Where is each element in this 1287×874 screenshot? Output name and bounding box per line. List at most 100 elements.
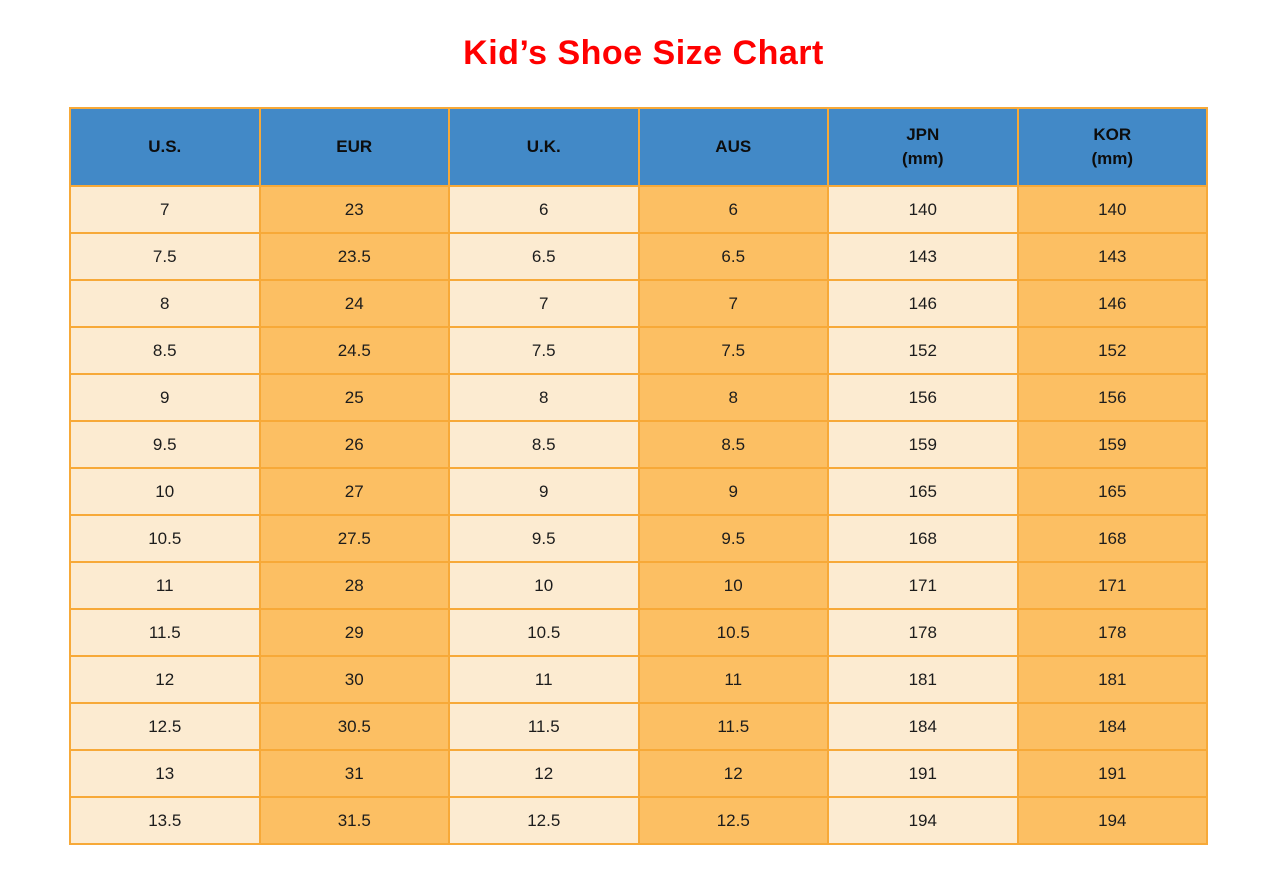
size-cell-kor: 194 [1016, 796, 1208, 845]
size-cell-kor: 168 [1016, 514, 1208, 563]
size-cell-aus: 12 [637, 749, 829, 798]
page-title: Kid’s Shoe Size Chart [463, 34, 824, 72]
size-cell-aus: 9.5 [637, 514, 829, 563]
table-row: 10 27 9 9 165 165 [69, 467, 1208, 516]
size-cell-uk: 7.5 [448, 326, 640, 375]
size-cell-us: 12.5 [69, 702, 261, 751]
size-cell-eur: 27 [258, 467, 450, 516]
column-header-kor: KOR (mm) [1016, 107, 1208, 187]
size-cell-uk: 8 [448, 373, 640, 422]
column-header-aus: AUS [637, 107, 829, 187]
size-cell-kor: 143 [1016, 232, 1208, 281]
size-cell-aus: 6 [637, 185, 829, 234]
size-cell-eur: 26 [258, 420, 450, 469]
size-cell-jpn: 143 [827, 232, 1019, 281]
table-row: 12.5 30.5 11.5 11.5 184 184 [69, 702, 1208, 751]
size-cell-eur: 27.5 [258, 514, 450, 563]
size-cell-kor: 184 [1016, 702, 1208, 751]
column-header-jpn: JPN (mm) [827, 107, 1019, 187]
size-cell-aus: 10 [637, 561, 829, 610]
size-cell-kor: 152 [1016, 326, 1208, 375]
size-cell-uk: 11.5 [448, 702, 640, 751]
table-header-row: U.S. EUR U.K. AUS JPN (mm) KOR (mm) [69, 107, 1208, 187]
size-cell-kor: 171 [1016, 561, 1208, 610]
size-cell-aus: 7 [637, 279, 829, 328]
table-row: 10.5 27.5 9.5 9.5 168 168 [69, 514, 1208, 563]
table-row: 7.5 23.5 6.5 6.5 143 143 [69, 232, 1208, 281]
size-cell-aus: 11 [637, 655, 829, 704]
size-cell-jpn: 156 [827, 373, 1019, 422]
size-cell-eur: 24 [258, 279, 450, 328]
size-cell-jpn: 178 [827, 608, 1019, 657]
table-row: 11.5 29 10.5 10.5 178 178 [69, 608, 1208, 657]
column-header-eur: EUR [258, 107, 450, 187]
size-cell-jpn: 191 [827, 749, 1019, 798]
size-cell-us: 7 [69, 185, 261, 234]
size-cell-us: 12 [69, 655, 261, 704]
size-cell-eur: 23.5 [258, 232, 450, 281]
size-cell-jpn: 181 [827, 655, 1019, 704]
size-cell-jpn: 152 [827, 326, 1019, 375]
shoe-size-table: U.S. EUR U.K. AUS JPN (mm) KOR (mm) 7 23 6 6 140 140… [69, 107, 1208, 845]
column-header-kor-unit: (mm) [1091, 149, 1134, 168]
size-cell-us: 7.5 [69, 232, 261, 281]
size-cell-us: 11.5 [69, 608, 261, 657]
table-row: 9 25 8 8 156 156 [69, 373, 1208, 422]
size-cell-jpn: 184 [827, 702, 1019, 751]
size-cell-uk: 6.5 [448, 232, 640, 281]
size-cell-kor: 191 [1016, 749, 1208, 798]
size-cell-aus: 6.5 [637, 232, 829, 281]
table-row: 7 23 6 6 140 140 [69, 185, 1208, 234]
size-cell-jpn: 171 [827, 561, 1019, 610]
size-cell-aus: 8.5 [637, 420, 829, 469]
size-cell-jpn: 165 [827, 467, 1019, 516]
size-cell-us: 8.5 [69, 326, 261, 375]
size-cell-kor: 156 [1016, 373, 1208, 422]
column-header-jpn-unit: (mm) [901, 149, 944, 168]
size-cell-jpn: 168 [827, 514, 1019, 563]
size-cell-kor: 181 [1016, 655, 1208, 704]
size-cell-uk: 9 [448, 467, 640, 516]
table-row: 13 31 12 12 191 191 [69, 749, 1208, 798]
size-cell-uk: 12 [448, 749, 640, 798]
size-cell-jpn: 159 [827, 420, 1019, 469]
size-cell-eur: 28 [258, 561, 450, 610]
size-cell-kor: 159 [1016, 420, 1208, 469]
size-cell-eur: 29 [258, 608, 450, 657]
table-row: 12 30 11 11 181 181 [69, 655, 1208, 704]
size-cell-kor: 140 [1016, 185, 1208, 234]
size-cell-aus: 11.5 [637, 702, 829, 751]
size-cell-eur: 24.5 [258, 326, 450, 375]
size-cell-eur: 31 [258, 749, 450, 798]
size-cell-eur: 30.5 [258, 702, 450, 751]
size-cell-eur: 23 [258, 185, 450, 234]
size-cell-uk: 12.5 [448, 796, 640, 845]
size-cell-us: 9 [69, 373, 261, 422]
size-cell-eur: 31.5 [258, 796, 450, 845]
size-cell-uk: 10.5 [448, 608, 640, 657]
size-cell-uk: 7 [448, 279, 640, 328]
size-cell-jpn: 140 [827, 185, 1019, 234]
size-cell-jpn: 146 [827, 279, 1019, 328]
table-row: 9.5 26 8.5 8.5 159 159 [69, 420, 1208, 469]
size-cell-us: 13.5 [69, 796, 261, 845]
column-header-uk: U.K. [448, 107, 640, 187]
size-cell-kor: 165 [1016, 467, 1208, 516]
size-cell-us: 9.5 [69, 420, 261, 469]
table-row: 13.5 31.5 12.5 12.5 194 194 [69, 796, 1208, 845]
size-cell-aus: 7.5 [637, 326, 829, 375]
size-cell-aus: 12.5 [637, 796, 829, 845]
size-cell-uk: 6 [448, 185, 640, 234]
column-header-us: U.S. [69, 107, 261, 187]
size-cell-us: 10.5 [69, 514, 261, 563]
size-cell-eur: 30 [258, 655, 450, 704]
size-cell-kor: 178 [1016, 608, 1208, 657]
size-cell-us: 11 [69, 561, 261, 610]
size-cell-jpn: 194 [827, 796, 1019, 845]
size-cell-uk: 10 [448, 561, 640, 610]
size-cell-us: 10 [69, 467, 261, 516]
size-cell-aus: 8 [637, 373, 829, 422]
table-row: 8 24 7 7 146 146 [69, 279, 1208, 328]
size-cell-kor: 146 [1016, 279, 1208, 328]
size-cell-uk: 8.5 [448, 420, 640, 469]
